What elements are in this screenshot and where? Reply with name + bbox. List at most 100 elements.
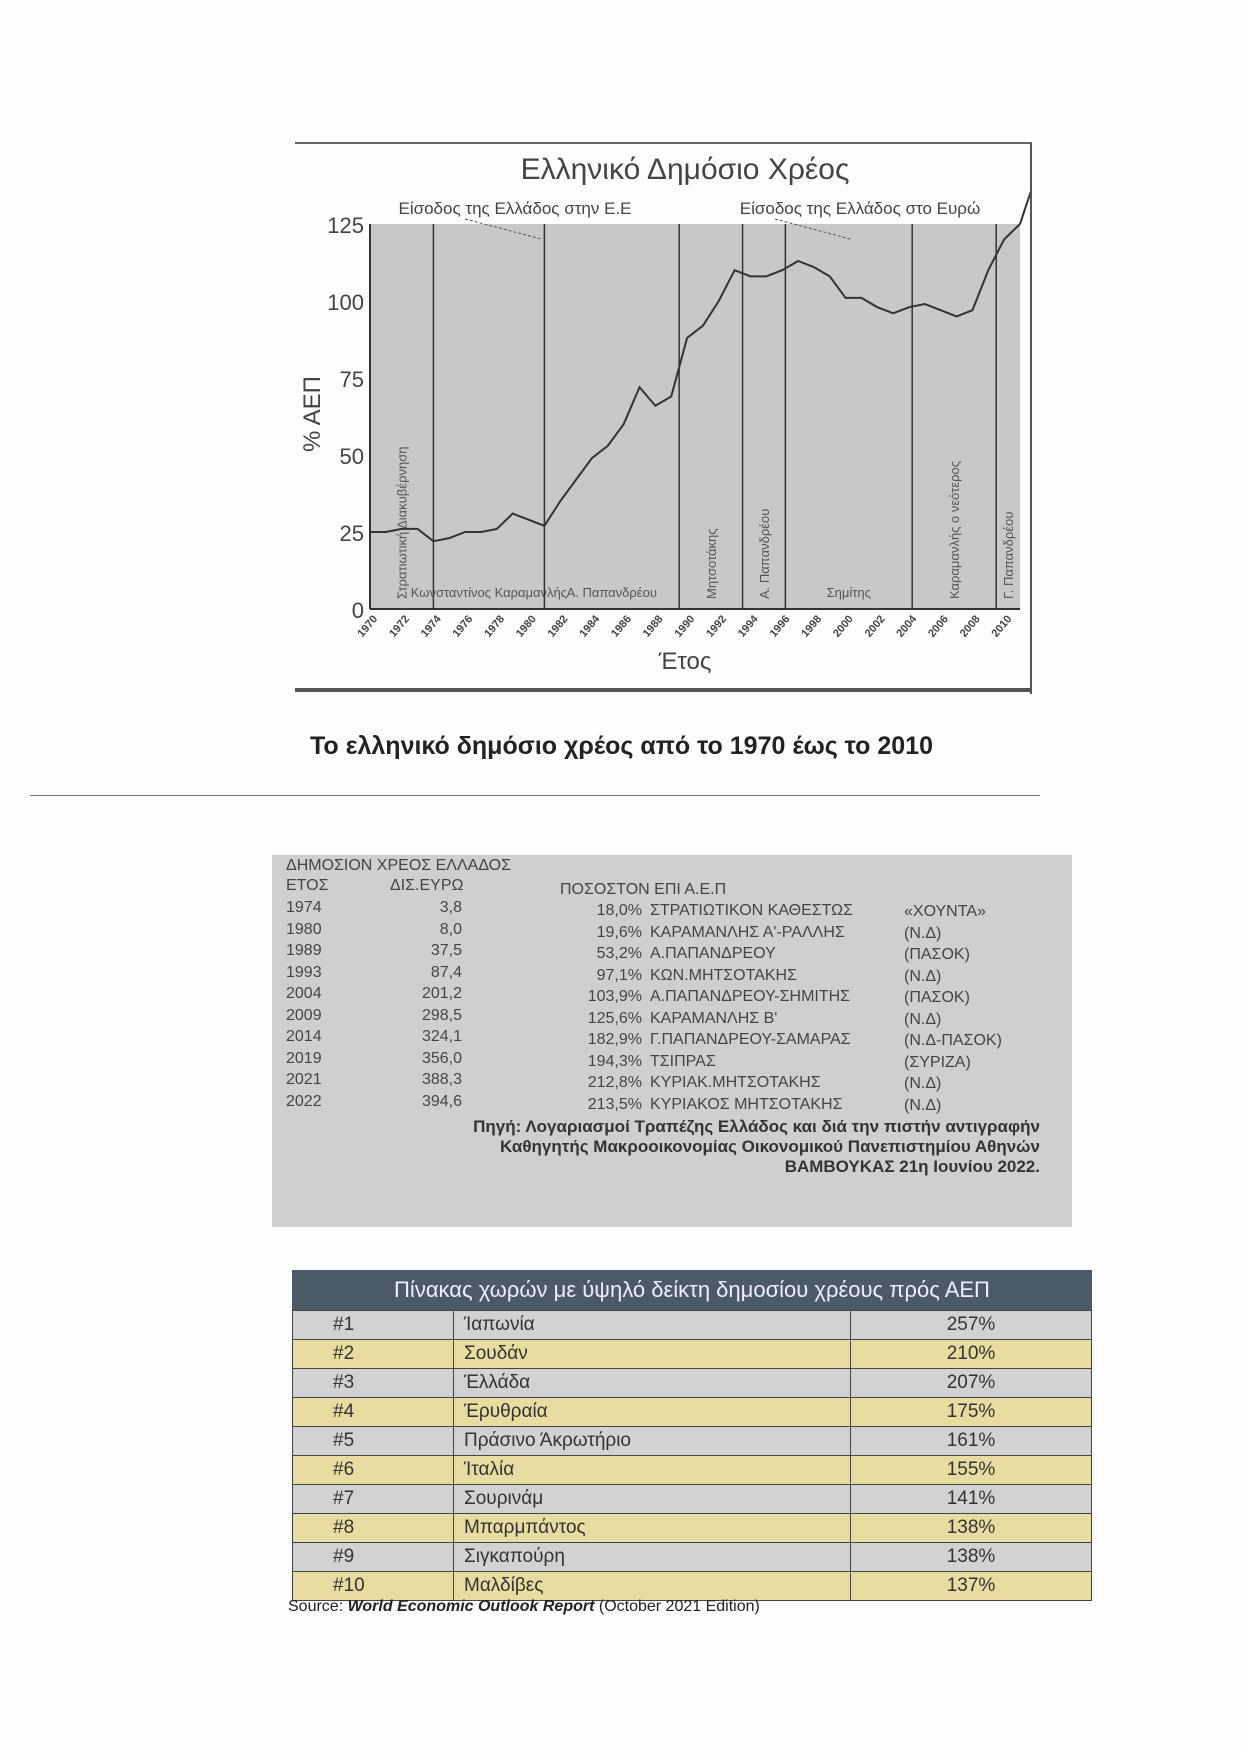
annotation-euro-entry: Είσοδος της Ελλάδος στο Ευρώ [740,199,980,218]
cell-value: 207% [850,1368,1092,1398]
cell-rank: #5 [292,1426,454,1456]
y-tick-label: 125 [327,213,364,238]
cell-pct: 18,0% [596,902,642,919]
table-row: #5 Πράσινο Άκρωτήριο 161% [292,1426,1092,1456]
divider [30,795,1040,796]
cell-bn: 8,0 [439,920,462,938]
x-tick-label: 2008 [958,613,983,639]
cell-country: Μπαρμπάντος [453,1513,851,1543]
cell-value: 175% [850,1397,1092,1427]
table-row: #4 Έρυθραία 175% [292,1397,1092,1427]
cell-party: (Ν.Δ) [904,1075,942,1092]
cell-government: ΚΑΡΑΜΑΝΛΗΣ Β' [650,1009,778,1027]
cell-rank: #2 [292,1339,454,1369]
cell-rank: #1 [292,1310,454,1340]
x-tick-label: 1980 [514,613,539,639]
y-tick-label: 25 [340,521,364,546]
cell-rank: #10 [292,1571,454,1601]
y-axis-label: % ΑΕΠ [299,376,326,452]
plot-area [370,224,1020,609]
cell-party: (Ν.Δ) [904,1010,942,1028]
annotation-eu-entry: Είσοδος της Ελλάδος στην Ε.Ε [398,199,631,218]
y-tick-label: 75 [340,367,364,392]
debt-line [370,223,1021,543]
cell-value: 138% [850,1542,1092,1572]
cell-government: ΚΥΡΙΑΚ.ΜΗΤΣΟΤΑΚΗΣ [650,1074,821,1091]
header-bn: ΔΙΣ.ΕΥΡΩ [390,877,464,894]
cell-party: (ΣΥΡΙΖΑ) [904,1053,971,1071]
table-row: #1 Ίαπωνία 257% [292,1310,1092,1340]
table-row: #8 Μπαρμπάντος 138% [292,1513,1092,1543]
x-tick-label: 1986 [609,613,634,639]
period-label: Α. Παπανδρέου [757,509,772,599]
countries-table: Πίνακας χωρών με ύψηλό δείκτη δημοσίου χ… [292,1270,1092,1601]
x-tick-label: 2010 [990,613,1015,639]
table-row: #7 Σουρινάμ 141% [292,1484,1092,1514]
cell-country: Σουρινάμ [453,1484,851,1514]
x-tick-label: 2006 [926,613,951,639]
y-tick-label: 50 [340,444,364,469]
cell-year: 2004 [286,985,322,1002]
x-tick-label: 1998 [799,613,824,639]
x-tick-label: 1992 [704,613,729,639]
annotation-arrow [464,218,542,240]
period-label: Α. Παπανδρέου [567,585,657,600]
cell-country: Σουδάν [453,1339,851,1369]
cell-bn: 37,5 [430,942,462,959]
source-suffix: (October 2021 Edition) [594,1598,760,1615]
debt-table: ΔΗΜΟΣΙΟΝ ΧΡΕΟΣ ΕΛΛΑΔΟΣ ΕΤΟΣ ΔΙΣ.ΕΥΡΩ ΠΟΣΟΣΤ… [272,855,1072,1227]
x-tick-label: 1972 [387,613,412,639]
x-tick-label: 1982 [546,613,571,639]
cell-party: (Ν.Δ-ΠΑΣΟΚ) [904,1032,1002,1049]
cell-year: 1993 [286,963,322,981]
cell-country: Μαλδίβες [453,1571,851,1601]
cell-party: (Ν.Δ) [904,1096,942,1114]
cell-government: Α.ΠΑΠΑΝΔΡΕΟΥ [650,945,776,962]
cell-bn: 3,8 [439,899,462,916]
cell-government: ΤΣΙΠΡΑΣ [650,1052,716,1070]
cell-value: 257% [850,1310,1092,1340]
header-year: ΕΤΟΣ [286,877,329,894]
cell-pct: 103,9% [587,988,642,1005]
cell-pct: 182,9% [587,1031,642,1048]
cell-pct: 19,6% [596,923,642,941]
period-label: Κωνσταντίνος Καραμανλής [411,585,567,600]
cell-pct: 212,8% [587,1074,642,1091]
cell-rank: #3 [292,1368,454,1398]
annotation-arrow [774,218,851,240]
cell-country: Πράσινο Άκρωτήριο [453,1426,851,1456]
cell-bn: 87,4 [430,963,462,981]
cell-party: «ΧΟΥΝΤΑ» [904,903,986,920]
cell-pct: 53,2% [596,945,642,962]
cell-bn: 324,1 [421,1028,462,1045]
cell-pct: 97,1% [596,966,642,984]
debt-chart: Ελληνικό Δημόσιο Χρέος 0 25 50 75 100 125 1970 1… [295,142,1032,694]
cell-year: 1980 [286,920,322,938]
cell-bn: 388,3 [421,1071,462,1088]
cell-rank: #4 [292,1397,454,1427]
x-tick-label: 1996 [768,613,793,639]
cell-rank: #9 [292,1542,454,1572]
source-line: ΒΑΜΒΟΥΚΑΣ 21η Ιουνίου 2022. [784,1157,1040,1176]
cell-bn: 394,6 [421,1092,462,1110]
cell-pct: 213,5% [587,1095,642,1113]
table-row: #3 Έλλάδα 207% [292,1368,1092,1398]
cell-government: Α.ΠΑΠΑΝΔΡΕΟΥ-ΣΗΜΙΤΗΣ [650,988,851,1005]
source-line: Καθηγητής Μακροοικονομίας Οικονομικού Πα… [500,1137,1040,1156]
period-label: Γ. Παπανδρέου [1001,512,1016,599]
x-tick-label: 1974 [419,613,444,640]
source-line: Πηγή: Λογαριασμοί Τραπέζης Ελλάδος και δ… [473,1117,1040,1136]
countries-table-title: Πίνακας χωρών με ύψηλό δείκτη δημοσίου χ… [292,1270,1092,1310]
x-tick-label: 1984 [577,613,602,640]
cell-rank: #8 [292,1513,454,1543]
cell-rank: #7 [292,1484,454,1514]
x-tick-label: 2000 [831,613,856,639]
cell-value: 210% [850,1339,1092,1369]
cell-value: 137% [850,1571,1092,1601]
cell-bn: 201,2 [421,985,462,1002]
x-tick-label: 1988 [641,613,666,639]
x-tick-label: 2002 [863,613,888,639]
table-row: #10 Μαλδίβες 137% [292,1571,1092,1601]
